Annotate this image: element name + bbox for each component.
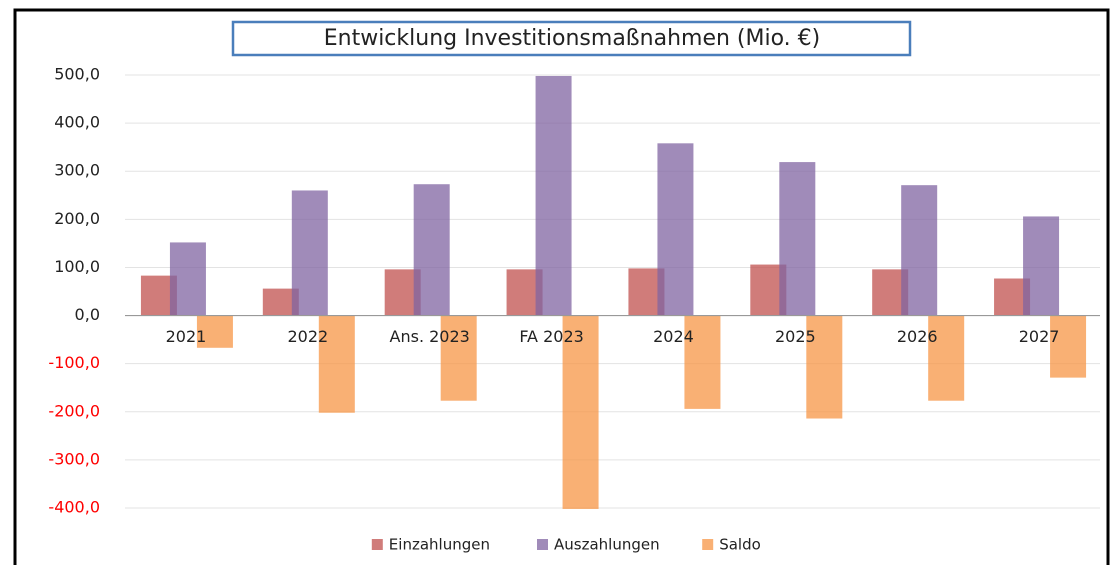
y-tick-label: 0,0 bbox=[75, 305, 100, 324]
bar bbox=[1023, 216, 1060, 316]
y-tick-label: -300,0 bbox=[48, 449, 100, 468]
bar bbox=[806, 315, 843, 419]
y-tick-label: 300,0 bbox=[54, 161, 100, 180]
legend-swatch bbox=[702, 539, 714, 550]
x-tick-label: Ans. 2023 bbox=[390, 327, 470, 346]
x-tick-label: FA 2023 bbox=[519, 327, 583, 346]
bar bbox=[928, 315, 965, 401]
legend-label: Auszahlungen bbox=[554, 536, 660, 554]
x-tick-label: 2025 bbox=[775, 327, 816, 346]
bar bbox=[684, 315, 721, 409]
bar bbox=[562, 315, 599, 509]
bar bbox=[779, 162, 816, 316]
y-tick-label: 100,0 bbox=[54, 257, 100, 276]
chart-title: Entwicklung Investitionsmaßnahmen (Mio. … bbox=[324, 26, 821, 51]
bar bbox=[413, 184, 450, 316]
bar bbox=[196, 315, 233, 348]
bar bbox=[318, 315, 355, 413]
bar bbox=[291, 190, 328, 316]
bar bbox=[657, 143, 694, 316]
legend-swatch bbox=[371, 539, 383, 550]
legend-label: Saldo bbox=[719, 536, 761, 554]
y-tick-label: 400,0 bbox=[54, 113, 100, 132]
title-box bbox=[231, 20, 912, 57]
x-tick-label: 2021 bbox=[166, 327, 207, 346]
bar bbox=[1050, 315, 1087, 378]
y-tick-label: -100,0 bbox=[48, 353, 100, 372]
frame bbox=[13, 8, 1110, 565]
bar bbox=[901, 185, 938, 316]
legend-swatch bbox=[537, 539, 548, 550]
x-tick-label: 2026 bbox=[897, 327, 938, 346]
bar bbox=[169, 242, 206, 316]
y-tick-label: -400,0 bbox=[48, 498, 100, 517]
legend-label: Einzahlungen bbox=[389, 536, 490, 554]
x-tick-label: 2024 bbox=[653, 327, 694, 346]
x-tick-label: 2027 bbox=[1019, 327, 1060, 346]
y-tick-label: 500,0 bbox=[54, 65, 100, 84]
bar bbox=[535, 75, 572, 316]
bar bbox=[440, 315, 477, 401]
y-tick-label: 200,0 bbox=[54, 209, 100, 228]
x-tick-label: 2022 bbox=[287, 327, 328, 346]
y-tick-label: -200,0 bbox=[48, 401, 100, 420]
